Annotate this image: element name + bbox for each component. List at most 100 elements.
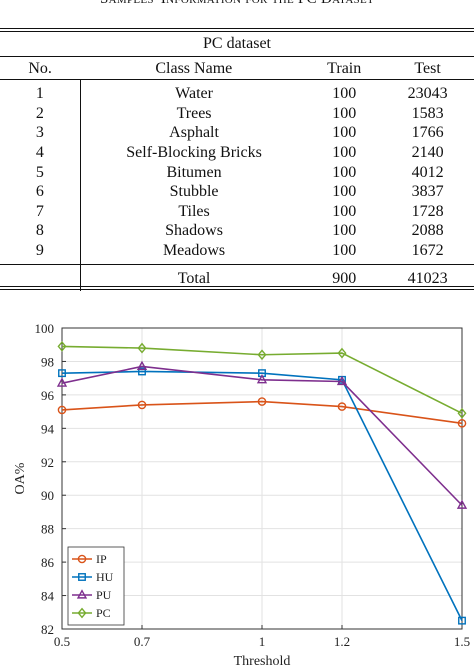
cell-train: 100: [332, 183, 357, 201]
data-point-ip: [257, 397, 267, 406]
x-tick-label: 0.5: [54, 634, 70, 649]
cell-class-name: Shadows: [165, 222, 223, 240]
cell-no: 4: [0, 142, 81, 163]
data-point-hu: [458, 616, 466, 625]
table-row: 5 Bitumen 100 4012: [0, 162, 474, 182]
cell-class-name: Self-Blocking Bricks: [126, 144, 262, 162]
y-tick-label: 94: [41, 421, 55, 436]
y-tick-label: 96: [41, 388, 55, 403]
cell-train: 100: [332, 124, 357, 142]
cell-no: 8: [0, 221, 81, 241]
table-row: 1 Water 100 23043: [0, 79, 474, 104]
legend-marker-pu: [76, 589, 88, 599]
data-point-pu: [336, 375, 348, 386]
series-line-ip: [61, 400, 463, 425]
cell-no: 7: [0, 201, 81, 222]
table-top-rule: [0, 28, 474, 29]
table-row: 3 Asphalt 100 1766: [0, 123, 474, 143]
header-no: No.: [28, 59, 52, 77]
table-row: 4 Self-Blocking Bricks 100 2140: [0, 142, 474, 163]
data-point-pc: [137, 342, 147, 354]
cell-test: 1728: [411, 202, 444, 220]
cell-test: 23043: [407, 85, 448, 103]
y-axis-label: OA%: [13, 462, 28, 494]
cell-train: 100: [332, 104, 357, 122]
y-tick-label: 84: [41, 589, 55, 604]
table-row: 9 Meadows 100 1672: [0, 240, 474, 265]
cell-test: 2088: [411, 222, 444, 240]
cell-train: 100: [332, 85, 357, 103]
cell-test: 4012: [411, 163, 444, 181]
table-row: 2 Trees 100 1583: [0, 103, 474, 124]
cell-test: 1766: [411, 124, 444, 142]
cell-test: 3837: [411, 183, 444, 201]
cell-class-name: Trees: [176, 104, 212, 122]
legend-marker-pc: [77, 607, 87, 619]
data-point-pu: [456, 499, 468, 509]
cell-test: 2140: [411, 144, 444, 162]
cell-class-name: Water: [175, 85, 213, 103]
cell-class-name: Meadows: [162, 242, 226, 260]
legend-label-hu: HU: [96, 570, 114, 584]
y-tick-label: 98: [41, 354, 54, 369]
series-line-pu: [61, 365, 463, 506]
data-point-pc: [257, 349, 267, 361]
y-tick-label: 88: [41, 522, 54, 537]
legend-label-ip: IP: [96, 552, 107, 566]
data-point-pu: [56, 377, 68, 387]
cell-test: 1672: [411, 242, 444, 260]
data-point-pc: [337, 347, 347, 359]
table-top-rule-inner: [0, 31, 474, 32]
samples-table: PC dataset No. Class Name Train Test 1 W…: [0, 31, 474, 292]
table-bottom-rule: [0, 286, 474, 287]
header-train: Train: [327, 59, 362, 77]
cell-train: 100: [332, 202, 357, 220]
data-point-ip: [57, 405, 67, 415]
total-test: 41023: [407, 269, 448, 287]
legend-marker-hu: [78, 573, 86, 581]
legend-marker-ip: [77, 554, 87, 564]
x-tick-label: 1: [259, 634, 266, 649]
data-point-pu: [136, 360, 148, 371]
y-tick-label: 90: [41, 488, 54, 503]
table-bottom-rule-inner: [0, 289, 474, 290]
legend-label-pu: PU: [96, 588, 112, 602]
header-row: No. Class Name Train Test: [0, 57, 474, 80]
total-train: 900: [332, 269, 357, 287]
x-tick-label: 1.2: [334, 634, 350, 649]
cell-no: 3: [0, 123, 81, 143]
y-tick-label: 100: [35, 321, 55, 336]
y-tick-label: 92: [41, 455, 54, 470]
legend-box: [67, 546, 125, 626]
cell-no: 2: [0, 103, 81, 124]
x-tick-label: 1.5: [454, 634, 470, 649]
cell-no: 6: [0, 181, 81, 202]
cell-class-name: Asphalt: [169, 124, 219, 142]
data-point-ip: [457, 419, 467, 428]
cell-train: 100: [332, 144, 357, 162]
total-row: Total 900 41023: [0, 264, 474, 292]
table-row: 8 Shadows 100 2088: [0, 221, 474, 241]
y-tick-label: 82: [41, 622, 54, 637]
table-row: 6 Stubble 100 3837: [0, 181, 474, 202]
series-line-pc: [61, 345, 463, 414]
cell-train: 100: [332, 242, 357, 260]
dataset-row: PC dataset: [0, 31, 474, 57]
cell-class-name: Tiles: [178, 202, 210, 220]
y-tick-label: 86: [41, 555, 55, 570]
cell-no: 1: [0, 79, 81, 104]
total-label: Total: [177, 269, 211, 287]
data-point-pc: [57, 340, 67, 352]
data-point-pu: [256, 374, 268, 384]
data-point-hu: [138, 367, 146, 376]
legend-label-pc: PC: [96, 606, 111, 620]
table-caption: Samples' Information for the PC Dataset: [0, 0, 474, 8]
cell-class-name: Stubble: [169, 183, 219, 201]
cell-class-name: Bitumen: [166, 163, 222, 181]
cell-no: 5: [0, 162, 81, 182]
x-axis-label: Threshold: [234, 654, 291, 669]
data-point-hu: [58, 369, 66, 378]
data-point-pc: [457, 407, 467, 419]
header-test: Test: [414, 59, 441, 77]
total-no-cell: [0, 264, 81, 292]
